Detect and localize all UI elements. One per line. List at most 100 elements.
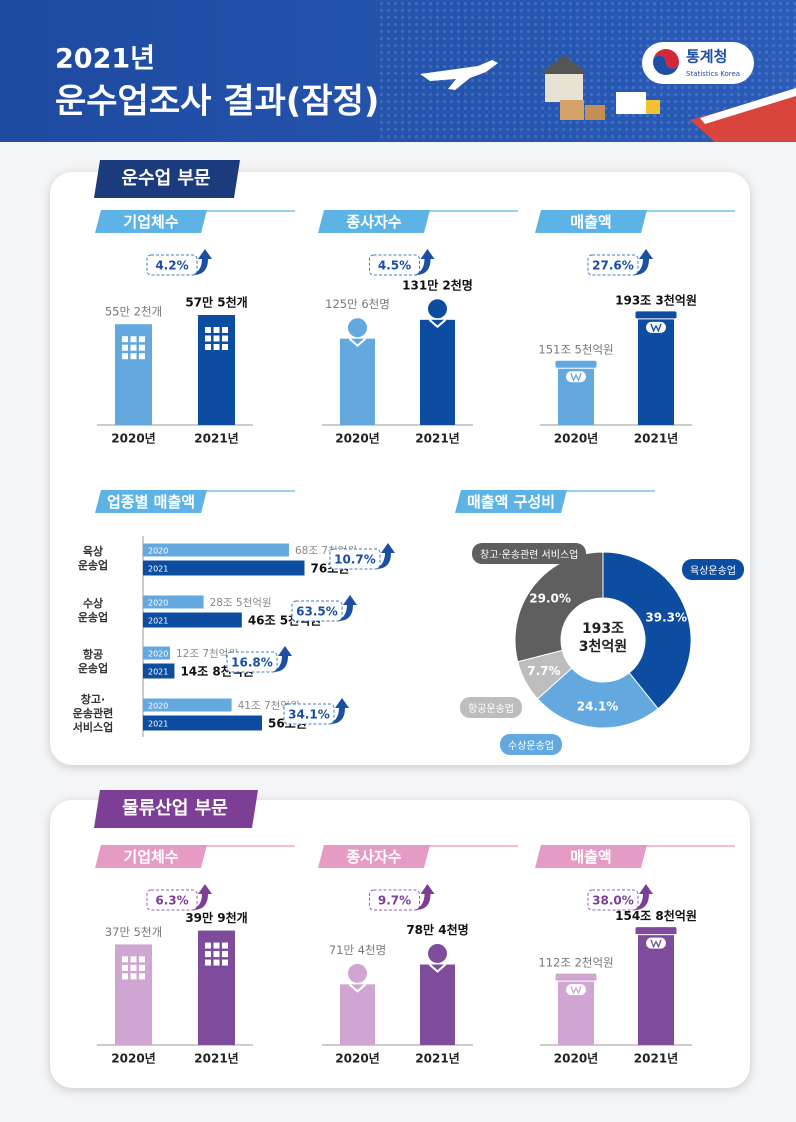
growth-label: 4.5% [378,259,411,273]
value-label: 37만 5천개 [105,925,162,939]
value-label: 71만 4천명 [329,943,386,957]
chart-tab [95,210,207,233]
window-icon [222,327,228,333]
logo-mark [653,49,679,69]
window-icon [205,959,211,966]
growth-box [146,889,198,911]
plane-icon [420,60,498,90]
chart-title: 기업체수 [123,213,178,231]
pie-slice [602,551,692,710]
window-icon [205,942,211,949]
growth-arrow [634,249,653,275]
center-label: 193조 3천억원 [578,621,628,656]
section-title: 물류산업 부문 [122,798,228,819]
x-tick-label: 2021년 [194,1052,238,1066]
window-icon [139,964,145,971]
truck-cab [646,100,660,114]
x-tick-label: 2020년 [111,1052,155,1066]
slice-label: 24.1% [577,699,619,713]
won-sign [650,939,662,949]
chart-title: 기업체수 [123,848,178,866]
window-icon [130,336,137,343]
bar [143,646,170,660]
value-label: 151조 5천억원 [538,343,613,357]
window-icon [122,964,128,971]
growth-label: 38.0% [592,894,634,908]
window-icon [139,336,145,343]
slice-label: 7.7% [527,664,560,678]
won-cap [554,359,598,369]
growth-box [587,889,639,911]
growth-arrow [193,884,212,910]
window-icon [222,951,228,958]
chart-title: 매출액 [570,213,611,231]
growth-box [291,600,343,622]
window-icon [213,951,220,958]
bar [143,612,242,628]
won-sign [570,373,582,382]
won-badge [566,984,586,996]
window-icon [130,964,137,971]
window-icon [213,327,220,333]
bar [198,930,235,1045]
category-label: 육상 운송업 [77,545,109,572]
warehouse-roof [540,55,588,74]
x-tick-label: 2021년 [634,1052,678,1066]
chart-title: 업종별 매출액 [107,493,195,511]
won-cap [634,926,678,936]
box-icon [560,100,584,120]
bar [143,663,175,679]
growth-box [369,889,420,911]
value-label: 12조 7천억원 [176,648,238,660]
growth-arrow [415,249,435,275]
bar [143,698,232,712]
series-label: 2021 [148,565,168,574]
chart-tab [535,845,647,868]
chart-tab [535,210,647,233]
won-badge [646,937,666,949]
bar [143,595,204,609]
growth-label: 10.7% [334,553,376,567]
window-icon [213,344,220,350]
growth-label: 27.6% [592,259,634,273]
chart-title: 매출액 [570,848,611,866]
window-icon [139,344,145,351]
chart-tab [318,845,430,868]
series-label: 2021 [148,617,168,626]
x-tick-label: 2020년 [335,432,379,446]
growth-label: 16.8% [231,656,273,670]
won-cap [634,310,678,320]
person-collar [428,319,447,329]
window-icon [139,353,145,360]
window-icon [122,353,128,360]
window-icon [205,327,211,333]
legend-label: 육상운송업 [682,559,744,580]
chart-title: 매출액 구성비 [467,493,555,511]
window-icon [122,344,128,351]
window-icon [130,353,137,360]
bar [420,319,455,425]
bar [143,560,305,576]
growth-label: 6.3% [155,894,188,908]
series-label: 2020 [148,650,168,659]
person-collar [348,983,367,993]
x-tick-label: 2021년 [194,432,238,446]
value-label: 28조 5천억원 [210,597,272,609]
window-icon [222,335,228,342]
header-year: 2021년 [55,44,155,75]
won-sign [570,985,582,995]
window-icon [213,959,220,966]
legend-label: 수상운송업 [500,734,562,755]
window-icon [130,973,137,980]
series-label: 2020 [148,547,168,556]
window-icon [139,973,145,980]
value-label: 57만 5천개 [185,295,247,310]
x-tick-label: 2021년 [415,1052,459,1066]
header-title: 운수업조사 결과(잠정) [55,82,379,122]
bar [198,315,235,425]
growth-arrow [193,249,212,275]
value-label: 193조 3천억원 [615,292,697,307]
person-head [428,944,447,964]
window-icon [222,942,228,949]
